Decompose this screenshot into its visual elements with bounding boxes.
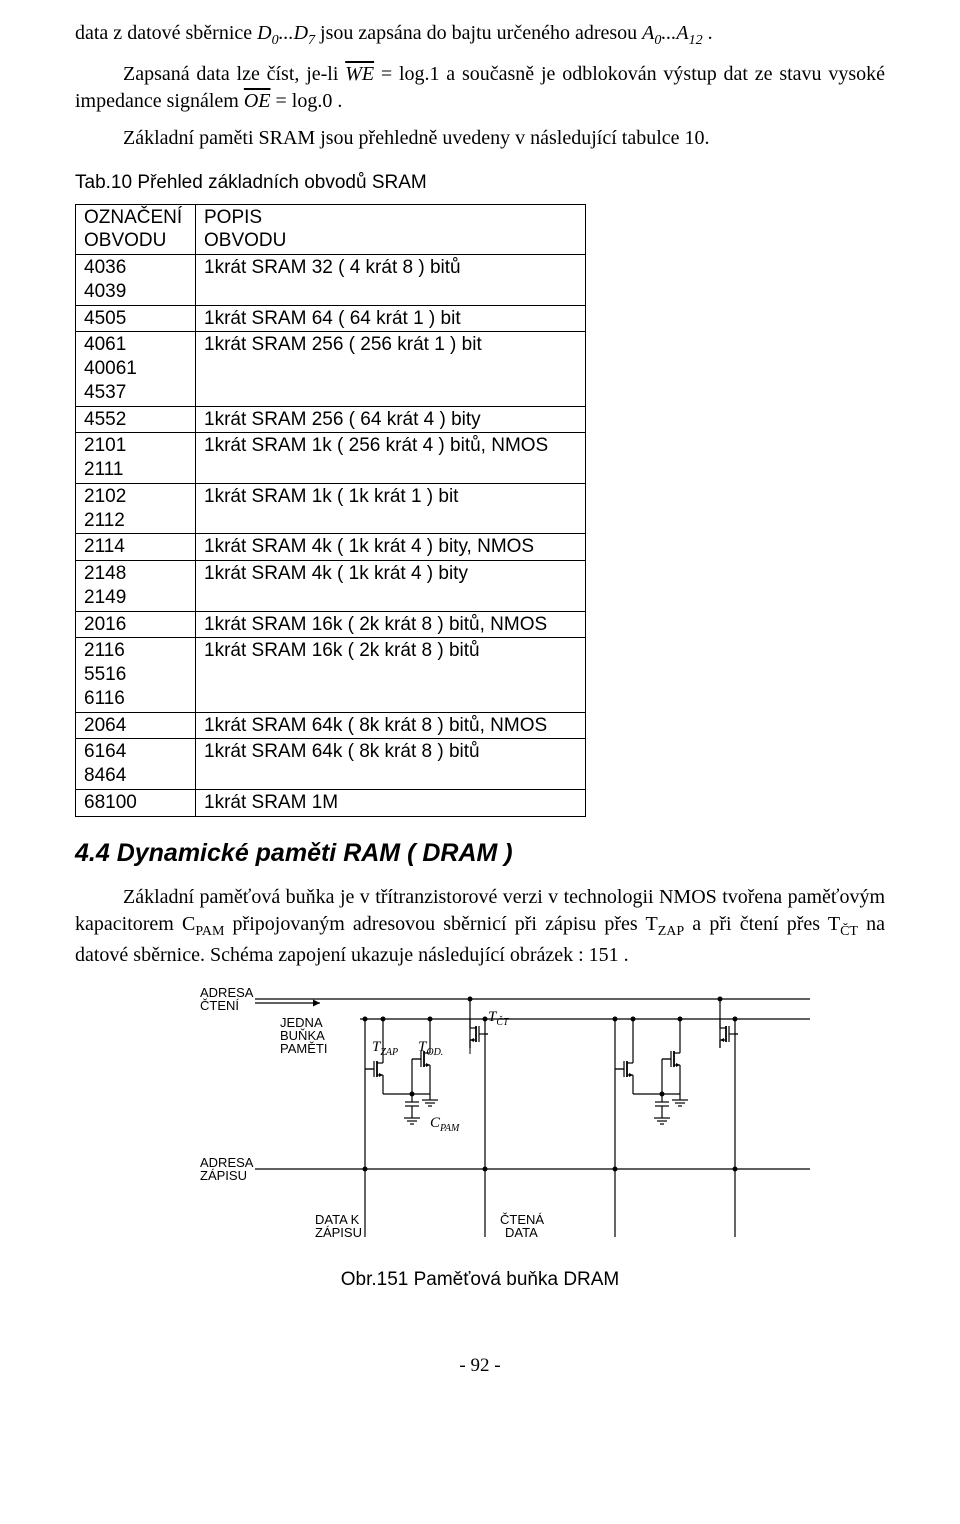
label-data-zapisu: DATA KZÁPISU xyxy=(315,1212,362,1240)
eq-we: WE xyxy=(345,63,374,85)
text: Zapsaná data lze číst, je-li xyxy=(123,63,345,85)
cell-desc: 1krát SRAM 4k ( 1k krát 4 ) bity xyxy=(196,561,586,612)
table-row: 2116 5516 61161krát SRAM 16k ( 2k krát 8… xyxy=(76,638,586,712)
table-header-row: OZNAČENÍ OBVODU POPIS OBVODU xyxy=(76,204,586,255)
text: . xyxy=(703,22,713,44)
table-row: 2101 21111krát SRAM 1k ( 256 krát 4 ) bi… xyxy=(76,433,586,484)
cell-code: 4061 40061 4537 xyxy=(76,332,196,406)
eq-sub: 0 xyxy=(272,33,279,48)
cell-code: 2064 xyxy=(76,712,196,739)
text: a při čtení přes T xyxy=(684,913,840,935)
eq-sym: A xyxy=(642,22,654,44)
figure-caption: Obr.151 Paměťová buňka DRAM xyxy=(75,1267,885,1293)
page-number: - 92 - xyxy=(75,1353,885,1379)
label-adresa-zapisu: ADRESAZÁPISU xyxy=(200,1155,254,1183)
cell-code: 4552 xyxy=(76,406,196,433)
cell-code: 4505 xyxy=(76,305,196,332)
eq-sym: D xyxy=(294,22,308,44)
cell-code: 2116 5516 6116 xyxy=(76,638,196,712)
eq-oe: OE xyxy=(244,90,271,112)
cell-code: 2114 xyxy=(76,534,196,561)
table-row: 45521krát SRAM 256 ( 64 krát 4 ) bity xyxy=(76,406,586,433)
table-row: 20641krát SRAM 64k ( 8k krát 8 ) bitů, N… xyxy=(76,712,586,739)
text: jsou zapsána do bajtu určeného adresou xyxy=(315,22,642,44)
table-row: 21141krát SRAM 4k ( 1k krát 4 ) bity, NM… xyxy=(76,534,586,561)
table-row: 2102 21121krát SRAM 1k ( 1k krát 1 ) bit xyxy=(76,483,586,534)
label-ctena-data: ČTENÁDATA xyxy=(500,1212,544,1240)
table-row: 4036 40391krát SRAM 32 ( 4 krát 8 ) bitů xyxy=(76,255,586,306)
th-desc: POPIS OBVODU xyxy=(196,204,586,255)
paragraph-databus: data z datové sběrnice D0...D7 jsou zaps… xyxy=(75,20,885,51)
memory-cell-1: TZAP TOD. CPAM TČT xyxy=(363,997,511,1238)
sub: ČT xyxy=(840,924,858,939)
table-row: 6164 84641krát SRAM 64k ( 8k krát 8 ) bi… xyxy=(76,739,586,790)
label-tod: TOD. xyxy=(418,1039,443,1058)
paragraph-read: Zapsaná data lze číst, je-li WE = log.1 … xyxy=(75,61,885,115)
memory-cell-2 xyxy=(613,997,739,1238)
text: připojovaným adresovou sběrnicí při zápi… xyxy=(224,913,657,935)
sram-table: OZNAČENÍ OBVODU POPIS OBVODU 4036 40391k… xyxy=(75,204,586,817)
eq-sym: D xyxy=(257,22,271,44)
eq-sub: 12 xyxy=(689,33,703,48)
cell-desc: 1krát SRAM 1M xyxy=(196,789,586,816)
cell-desc: 1krát SRAM 256 ( 256 krát 1 ) bit xyxy=(196,332,586,406)
cell-desc: 1krát SRAM 64 ( 64 krát 1 ) bit xyxy=(196,305,586,332)
table-row: 2148 21491krát SRAM 4k ( 1k krát 4 ) bit… xyxy=(76,561,586,612)
cell-code: 6164 8464 xyxy=(76,739,196,790)
cell-desc: 1krát SRAM 32 ( 4 krát 8 ) bitů xyxy=(196,255,586,306)
paragraph-dram: Základní paměťová buňka je v třítranzist… xyxy=(75,884,885,969)
cell-code: 2016 xyxy=(76,611,196,638)
table-caption: Tab.10 Přehled základních obvodů SRAM xyxy=(75,170,885,196)
cell-desc: 1krát SRAM 1k ( 256 krát 4 ) bitů, NMOS xyxy=(196,433,586,484)
cell-code: 2148 2149 xyxy=(76,561,196,612)
cell-desc: 1krát SRAM 64k ( 8k krát 8 ) bitů xyxy=(196,739,586,790)
cell-desc: 1krát SRAM 16k ( 2k krát 8 ) bitů xyxy=(196,638,586,712)
eq-dots: ... xyxy=(661,22,676,44)
sub: ZAP xyxy=(658,924,684,939)
label-adresa-cteni: ADRESAČTENÍ xyxy=(200,985,254,1013)
table-row: 681001krát SRAM 1M xyxy=(76,789,586,816)
cell-desc: 1krát SRAM 4k ( 1k krát 4 ) bity, NMOS xyxy=(196,534,586,561)
label-jedna-bunka: JEDNABUŇKAPAMĚTI xyxy=(280,1015,327,1056)
label-tct: TČT xyxy=(488,1009,510,1028)
section-heading: 4.4 Dynamické paměti RAM ( DRAM ) xyxy=(75,837,885,871)
sub: PAM xyxy=(195,924,224,939)
th-code: OZNAČENÍ OBVODU xyxy=(76,204,196,255)
text: . xyxy=(332,90,342,112)
cell-code: 2101 2111 xyxy=(76,433,196,484)
eq-eq: = log.1 xyxy=(374,63,439,85)
eq-dots: ... xyxy=(279,22,294,44)
table-row: 20161krát SRAM 16k ( 2k krát 8 ) bitů, N… xyxy=(76,611,586,638)
cell-code: 2102 2112 xyxy=(76,483,196,534)
cell-desc: 1krát SRAM 256 ( 64 krát 4 ) bity xyxy=(196,406,586,433)
label-tzap: TZAP xyxy=(372,1039,398,1058)
cell-code: 68100 xyxy=(76,789,196,816)
cell-desc: 1krát SRAM 1k ( 1k krát 1 ) bit xyxy=(196,483,586,534)
paragraph-tableref: Základní paměti SRAM jsou přehledně uved… xyxy=(75,125,885,152)
label-cpam: CPAM xyxy=(430,1115,460,1134)
eq-eq: = log.0 xyxy=(271,90,333,112)
table-row: 4061 40061 45371krát SRAM 256 ( 256 krát… xyxy=(76,332,586,406)
dram-circuit-diagram: ADRESAČTENÍ JEDNABUŇKAPAMĚTI ADRESAZÁPIS… xyxy=(130,979,830,1259)
eq-sym: A xyxy=(676,22,688,44)
cell-code: 4036 4039 xyxy=(76,255,196,306)
cell-desc: 1krát SRAM 16k ( 2k krát 8 ) bitů, NMOS xyxy=(196,611,586,638)
cell-desc: 1krát SRAM 64k ( 8k krát 8 ) bitů, NMOS xyxy=(196,712,586,739)
eq-sub: 7 xyxy=(308,33,315,48)
table-row: 45051krát SRAM 64 ( 64 krát 1 ) bit xyxy=(76,305,586,332)
text: data z datové sběrnice xyxy=(75,22,257,44)
